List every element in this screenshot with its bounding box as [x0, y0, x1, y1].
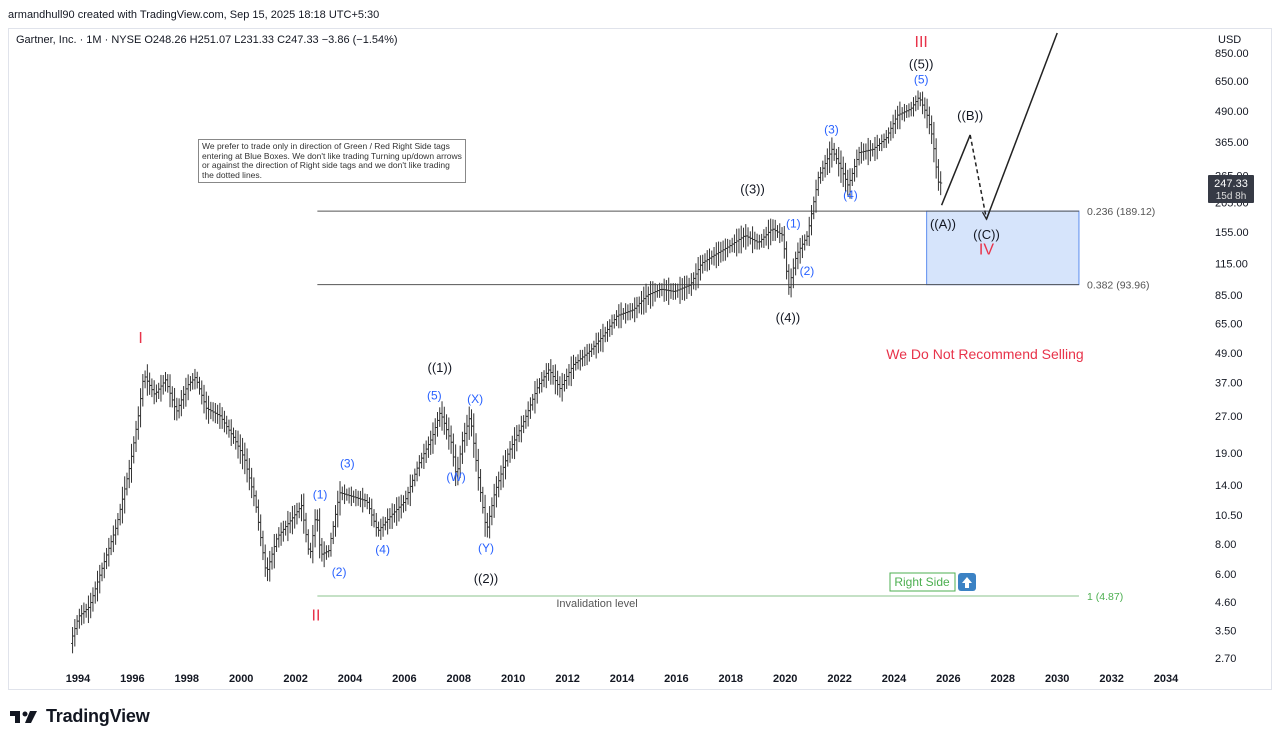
currency-label[interactable]: USD	[1218, 34, 1242, 46]
y-tick-label: 85.00	[1215, 290, 1243, 302]
wave-label: IV	[979, 242, 994, 259]
x-tick-label: 1998	[175, 673, 199, 685]
x-tick-label: 2030	[1045, 673, 1069, 685]
y-tick-label: 19.00	[1215, 448, 1243, 460]
y-tick-label: 10.50	[1215, 510, 1243, 522]
projection-wave-b	[940, 134, 971, 206]
y-tick-label: 155.00	[1215, 227, 1249, 239]
tradingview-logo-text: TradingView	[46, 706, 150, 726]
wave-label: ((3))	[740, 181, 765, 196]
strategy-note: We prefer to trade only in direction of …	[198, 139, 466, 184]
wave-label: (2)	[332, 565, 347, 579]
x-tick-label: 2032	[1099, 673, 1123, 685]
y-tick-label: 27.00	[1215, 411, 1243, 423]
wave-label: ((5))	[909, 56, 934, 71]
y-tick-label: 650.00	[1215, 76, 1249, 88]
y-tick-label: 49.00	[1215, 348, 1243, 360]
right-side-tag: Right Side	[894, 575, 950, 589]
wave-label: (Y)	[478, 541, 494, 555]
fib-level-label: 0.382 (93.96)	[1087, 280, 1149, 292]
chart-frame	[8, 28, 1272, 690]
wave-label: II	[312, 608, 321, 625]
invalidation-label: Invalidation level	[556, 598, 637, 610]
x-tick-label: 2020	[773, 673, 797, 685]
x-tick-label: 2002	[283, 673, 307, 685]
symbol-info: Gartner, Inc. · 1M · NYSE O248.26 H251.0…	[16, 34, 398, 46]
fib-level-label: 1 (4.87)	[1087, 591, 1123, 603]
y-tick-label: 3.50	[1215, 626, 1236, 638]
wave-label: (W)	[446, 470, 465, 484]
x-tick-label: 2016	[664, 673, 688, 685]
wave-label: (4)	[375, 542, 390, 556]
wave-label: (1)	[786, 216, 801, 230]
last-price-value: 247.33	[1214, 178, 1248, 190]
y-tick-label: 8.00	[1215, 539, 1236, 551]
x-tick-label: 2010	[501, 673, 525, 685]
x-tick-label: 2024	[882, 673, 907, 685]
tradingview-footer: TradingView	[10, 706, 150, 727]
y-tick-label: 4.60	[1215, 597, 1236, 609]
y-tick-label: 365.00	[1215, 137, 1249, 149]
chart-credit: armandhull90 created with TradingView.co…	[8, 9, 380, 21]
projection-wave-v	[985, 32, 1058, 220]
projection-wave-c	[969, 134, 988, 220]
wave-label: (3)	[824, 123, 839, 137]
x-tick-label: 2006	[392, 673, 416, 685]
y-tick-label: 14.00	[1215, 480, 1243, 492]
wave-label: ((A))	[930, 217, 956, 232]
x-tick-label: 2000	[229, 673, 253, 685]
x-tick-label: 2004	[338, 673, 363, 685]
wave-label: (5)	[914, 73, 929, 87]
y-tick-label: 65.00	[1215, 318, 1243, 330]
x-tick-label: 2022	[827, 673, 851, 685]
wave-label: (X)	[467, 392, 483, 406]
x-tick-label: 1994	[66, 673, 91, 685]
wave-label: ((4))	[776, 310, 801, 325]
wave-label: ((B))	[957, 108, 983, 123]
wave-label: (4)	[843, 188, 858, 202]
wave-label: (1)	[313, 488, 328, 502]
x-tick-label: 1996	[120, 673, 144, 685]
y-tick-label: 115.00	[1215, 258, 1248, 270]
wave-label: (3)	[340, 457, 355, 471]
recommendation-text: We Do Not Recommend Selling	[886, 346, 1083, 362]
x-tick-label: 2008	[447, 673, 471, 685]
wave-label: ((2))	[474, 571, 499, 586]
tradingview-logo-icon	[10, 710, 37, 723]
x-tick-label: 2018	[719, 673, 743, 685]
x-tick-label: 2028	[991, 673, 1015, 685]
x-tick-label: 2026	[936, 673, 960, 685]
y-tick-label: 490.00	[1215, 106, 1249, 118]
wave-label: ((1))	[427, 360, 452, 375]
y-tick-label: 6.00	[1215, 569, 1236, 581]
y-tick-label: 2.70	[1215, 653, 1236, 665]
fib-level-label: 0.236 (189.12)	[1087, 206, 1155, 218]
x-tick-label: 2014	[610, 673, 635, 685]
y-tick-label: 850.00	[1215, 48, 1249, 60]
x-tick-label: 2034	[1154, 673, 1179, 685]
up-arrow-glyph	[962, 577, 972, 588]
last-price-countdown: 15d 8h	[1216, 191, 1247, 202]
arrow-head	[981, 211, 991, 221]
wave-label: ((C))	[973, 227, 1000, 242]
last-price-tag	[1208, 175, 1254, 203]
x-tick-label: 2012	[555, 673, 579, 685]
wave-label: (5)	[427, 389, 442, 403]
wave-label: I	[138, 330, 142, 347]
right-side-tag-box	[889, 572, 956, 592]
y-tick-label: 37.00	[1215, 378, 1243, 390]
wave-label: (2)	[800, 264, 815, 278]
wave-label: III	[915, 34, 928, 51]
